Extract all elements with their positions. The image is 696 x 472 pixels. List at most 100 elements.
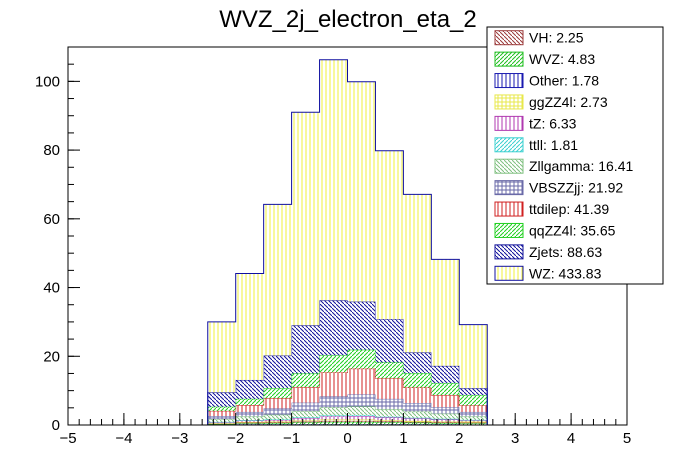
bar-ttdilep-bin-1 — [235, 405, 264, 412]
bar-vbszzjj-bin-1 — [235, 411, 264, 417]
bar-tz-bin-2 — [263, 419, 292, 422]
legend-swatch-tz — [494, 115, 524, 131]
y-tick-label: 80 — [43, 142, 60, 159]
bar-wvz-bin-1 — [235, 423, 264, 425]
bar-ttdilep-bin-2 — [263, 398, 292, 409]
legend-entry-qqzz4l: qqZZ4l: 35.65 — [494, 222, 616, 238]
legend-entry-tz: tZ: 6.33 — [494, 115, 577, 131]
legend-entry-ggzz4l: ggZZ4l: 2.73 — [494, 94, 608, 110]
legend-label-vbszzjj: VBSZZjj: 21.92 — [529, 180, 623, 196]
bar-zjets-bin-6 — [375, 319, 404, 363]
bar-ttll-bin-5 — [347, 415, 376, 417]
bar-zjets-bin-2 — [263, 355, 292, 389]
bar-qqzz4l-bin-3 — [291, 373, 320, 388]
legend-label-qqzz4l: qqZZ4l: 35.65 — [529, 222, 616, 238]
bar-vbszzjj-bin-9 — [459, 411, 488, 417]
series-wz — [207, 59, 488, 425]
bar-wz-bin-0 — [207, 321, 236, 393]
y-tick-label: 60 — [43, 211, 60, 228]
axes: −5 −4 −3 −2 −1 0 1 2 3 4 5 0 20 40 60 80 100 — [35, 46, 631, 447]
bar-zllgamma-bin-0 — [207, 419, 236, 422]
bar-tz-bin-1 — [235, 420, 264, 422]
legend-label-wz: WZ: 433.83 — [529, 265, 602, 281]
legend-entry-ttdilep: ttdilep: 41.39 — [494, 201, 609, 217]
bar-wz-bin-3 — [291, 112, 320, 326]
bar-zllgamma-bin-2 — [263, 414, 292, 420]
bar-vbszzjj-bin-4 — [319, 396, 348, 408]
chart-title: WVZ_2j_electron_eta_2 — [219, 6, 476, 33]
y-tick-label: 40 — [43, 280, 60, 297]
bar-qqzz4l-bin-9 — [459, 395, 488, 406]
legend-entry-other: Other: 1.78 — [494, 73, 599, 89]
legend-swatch-wz — [494, 265, 524, 281]
legend-entry-wz: WZ: 433.83 — [494, 265, 602, 281]
x-tick-label: −1 — [283, 430, 300, 447]
legend: VH: 2.25 WVZ: 4.83 Other: 1.78 ggZZ4l: 2.73… — [486, 26, 664, 285]
bar-qqzz4l-bin-2 — [263, 388, 292, 399]
legend-swatch-other — [494, 73, 524, 89]
bar-zllgamma-bin-3 — [291, 411, 320, 418]
legend-swatch-ttdilep — [494, 201, 524, 217]
legend-box — [486, 26, 664, 285]
bar-wvz-bin-9 — [459, 423, 488, 425]
bar-qqzz4l-bin-8 — [431, 383, 460, 396]
bar-wvz-bin-2 — [263, 422, 292, 425]
legend-entry-zjets: Zjets: 88.63 — [494, 244, 602, 260]
bar-tz-bin-5 — [347, 416, 376, 420]
legend-swatch-ggzz4l — [494, 94, 524, 110]
bar-zjets-bin-3 — [291, 325, 320, 374]
bar-zllgamma-bin-4 — [319, 407, 348, 416]
legend-label-wvz: WVZ: 4.83 — [529, 51, 595, 67]
bar-zjets-bin-5 — [347, 301, 376, 350]
bar-tz-bin-9 — [459, 420, 488, 422]
x-tick-label: −3 — [171, 430, 188, 447]
bar-vh-bin-6 — [375, 421, 404, 423]
bar-vbszzjj-bin-2 — [263, 408, 292, 415]
legend-label-tz: tZ: 6.33 — [529, 115, 577, 131]
bar-zjets-bin-7 — [403, 352, 432, 374]
x-tick-label: 5 — [623, 430, 631, 447]
legend-swatch-vbszzjj — [494, 180, 524, 196]
bar-ttdilep-bin-6 — [375, 378, 404, 399]
legend-label-zllgamma: Zllgamma: 16.41 — [529, 158, 633, 174]
bar-ttll-bin-4 — [319, 415, 348, 417]
legend-swatch-zjets — [494, 244, 524, 260]
bar-qqzz4l-bin-0 — [207, 406, 236, 411]
bar-ggzz4l-bin-3 — [291, 420, 320, 422]
x-tick-label: 0 — [343, 430, 351, 447]
bar-tz-bin-7 — [403, 418, 432, 421]
legend-label-ggzz4l: ggZZ4l: 2.73 — [529, 94, 608, 110]
bar-qqzz4l-bin-7 — [403, 373, 432, 388]
bar-wvz-bin-4 — [319, 421, 348, 425]
x-tick-label: 3 — [511, 430, 519, 447]
legend-entry-vbszzjj: VBSZZjj: 21.92 — [494, 180, 623, 196]
histogram-bars — [207, 59, 488, 426]
legend-swatch-zllgamma — [494, 158, 524, 174]
bar-zjets-bin-8 — [431, 365, 460, 384]
bar-zllgamma-bin-9 — [459, 416, 488, 420]
bar-vbszzjj-bin-6 — [375, 398, 404, 410]
x-tick-label: −2 — [227, 430, 244, 447]
bar-vbszzjj-bin-3 — [291, 402, 320, 412]
bar-zllgamma-bin-1 — [235, 416, 264, 421]
legend-entry-wvz: WVZ: 4.83 — [494, 51, 595, 67]
bar-wvz-bin-8 — [431, 422, 460, 425]
y-tick-label: 0 — [52, 417, 60, 434]
series-outline-wz — [207, 59, 488, 425]
bar-ttdilep-bin-0 — [207, 410, 236, 417]
legend-swatch-qqzz4l — [494, 222, 524, 238]
legend-swatch-ttll — [494, 137, 524, 153]
legend-entry-zllgamma: Zllgamma: 16.41 — [494, 158, 633, 174]
bar-tz-bin-0 — [207, 422, 236, 424]
x-tick-label: −5 — [59, 430, 76, 447]
bar-qqzz4l-bin-6 — [375, 362, 404, 379]
legend-label-ttll: ttll: 1.81 — [529, 137, 578, 153]
bar-zllgamma-bin-7 — [403, 411, 432, 418]
bar-wz-bin-9 — [459, 324, 488, 389]
bar-ggzz4l-bin-6 — [375, 420, 404, 422]
bar-ttdilep-bin-3 — [291, 387, 320, 403]
x-tick-label: 4 — [567, 430, 575, 447]
bar-wz-bin-5 — [347, 81, 376, 302]
